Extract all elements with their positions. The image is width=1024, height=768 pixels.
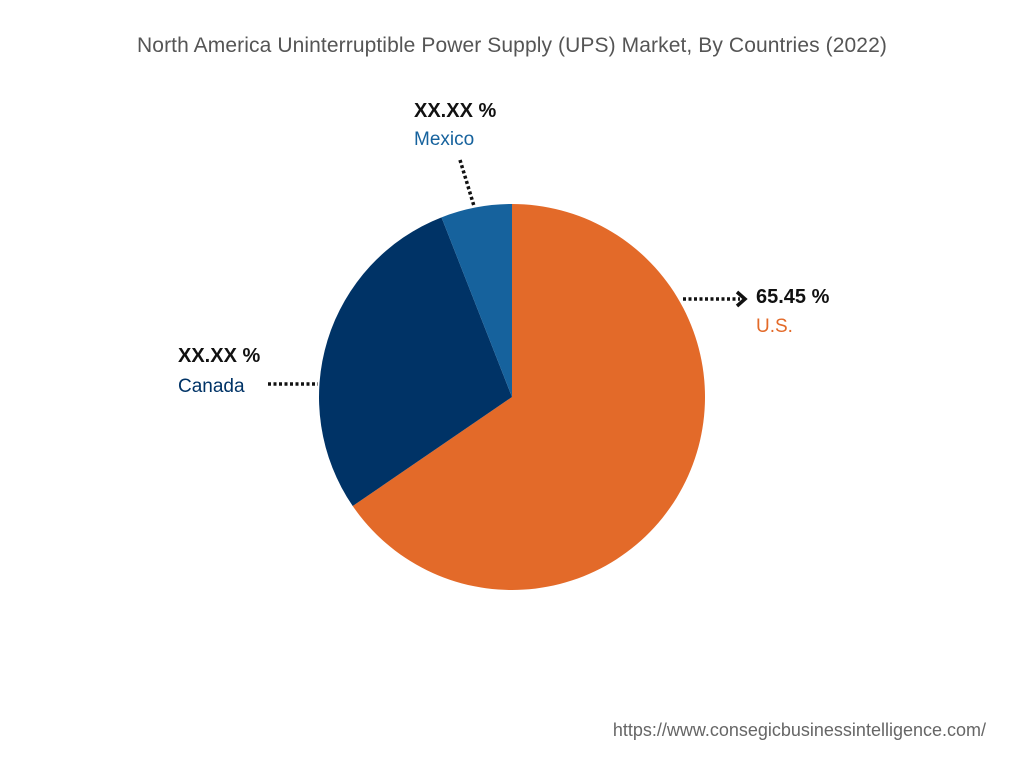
pie-slice-us — [352, 204, 705, 590]
pie-slices — [319, 204, 705, 590]
pie-slice-canada — [319, 217, 512, 506]
slice-value-label-canada: XX.XX % — [178, 345, 260, 367]
chart-title: North America Uninterruptible Power Supp… — [137, 34, 887, 57]
arrow-head-icon — [735, 290, 748, 308]
leader-line-mexico — [458, 159, 476, 207]
leader-lines — [268, 159, 748, 386]
slice-name-label-canada: Canada — [178, 376, 245, 397]
slice-value-label-mexico: XX.XX % — [414, 100, 496, 122]
slice-name-label-mexico: Mexico — [414, 129, 474, 150]
source-url[interactable]: https://www.consegicbusinessintelligence… — [612, 720, 986, 740]
slice-value-label-us: 65.45 % — [756, 286, 830, 308]
pie-slice-mexico — [441, 204, 512, 397]
slice-name-label-us: U.S. — [756, 316, 793, 337]
